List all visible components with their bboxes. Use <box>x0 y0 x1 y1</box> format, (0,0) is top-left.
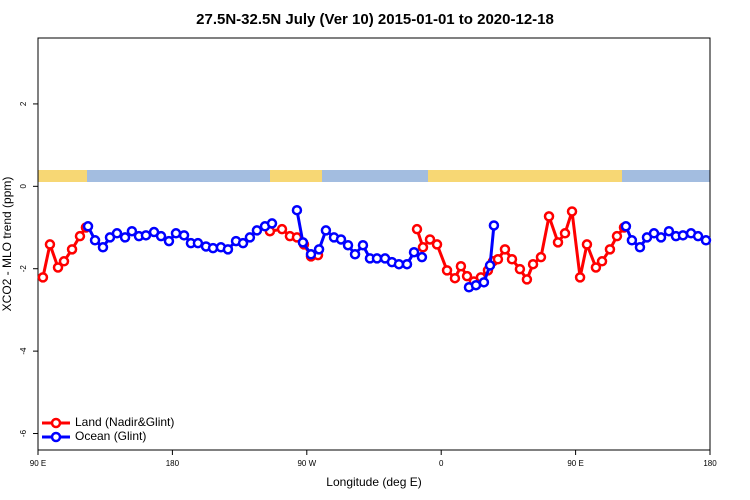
y-tick-label: 2 <box>19 101 28 106</box>
data-point <box>320 225 332 236</box>
data-point <box>58 256 70 267</box>
data-point <box>170 228 182 239</box>
legend-marker <box>50 417 62 429</box>
legend-label: Land (Nadir&Glint) <box>75 415 174 429</box>
data-point <box>297 237 309 248</box>
data-point <box>692 230 704 242</box>
plot-frame <box>37 37 711 451</box>
data-point <box>357 239 369 251</box>
land-strip <box>38 170 87 182</box>
data-point <box>620 221 632 232</box>
data-point <box>52 262 64 273</box>
data-point <box>596 256 608 267</box>
data-point <box>559 228 571 239</box>
data-point <box>663 225 675 237</box>
data-point <box>552 237 564 248</box>
data-point <box>449 272 461 284</box>
data-point <box>119 232 131 243</box>
x-tick-label: 90 E <box>567 459 583 468</box>
data-point <box>626 235 638 246</box>
data-point <box>401 258 413 270</box>
data-point <box>611 230 623 242</box>
data-point <box>655 232 667 243</box>
data-point <box>499 244 511 255</box>
data-point <box>506 253 518 265</box>
data-point <box>478 277 490 288</box>
chart-title: 27.5N-32.5N July (Ver 10) 2015-01-01 to … <box>196 11 554 28</box>
data-point <box>461 270 473 282</box>
data-point <box>66 244 78 255</box>
data-point <box>604 244 616 255</box>
x-tick-label: 180 <box>703 459 717 468</box>
data-point <box>111 228 123 239</box>
data-point <box>535 251 547 263</box>
data-point <box>44 239 56 250</box>
data-point <box>291 204 303 216</box>
data-point <box>488 220 500 231</box>
y-axis-label: XCO2 - MLO trend (ppm) <box>0 177 14 312</box>
data-point <box>305 249 317 260</box>
legend-marker <box>50 431 62 443</box>
data-point <box>335 234 347 245</box>
data-point <box>417 242 429 253</box>
data-point <box>192 237 204 249</box>
data-point <box>441 265 453 276</box>
data-point <box>492 253 504 265</box>
data-point <box>251 225 263 236</box>
data-point <box>155 230 167 242</box>
data-point <box>543 211 555 222</box>
land-strip <box>428 170 622 182</box>
data-point <box>140 230 152 241</box>
data-point <box>313 244 325 255</box>
data-point <box>222 244 234 255</box>
y-tick-label: 0 <box>19 184 28 189</box>
data-point <box>408 246 420 258</box>
data-point <box>416 251 428 263</box>
data-point <box>590 262 602 273</box>
data-point <box>89 235 101 246</box>
data-point <box>97 242 109 253</box>
y-tick-label: -6 <box>19 429 28 437</box>
x-tick-label: 0 <box>439 459 444 468</box>
data-point <box>700 235 712 246</box>
data-point <box>342 239 354 251</box>
data-point <box>527 258 539 270</box>
data-point <box>163 235 175 247</box>
x-tick-label: 90 W <box>297 459 316 468</box>
data-point <box>126 225 138 237</box>
y-tick-label: -4 <box>19 347 28 355</box>
x-axis-label: Longitude (deg E) <box>326 475 421 489</box>
data-point <box>521 274 533 285</box>
legend-label: Ocean (Glint) <box>75 429 146 443</box>
data-point <box>634 242 646 253</box>
data-point <box>37 272 49 283</box>
data-point <box>266 218 278 229</box>
y-tick-label: -2 <box>19 265 28 273</box>
data-point <box>393 258 405 270</box>
data-point <box>237 237 249 249</box>
data-point <box>677 230 689 241</box>
data-point <box>581 239 593 250</box>
data-point <box>276 223 288 235</box>
data-point <box>424 234 436 245</box>
data-point <box>74 230 86 242</box>
data-point <box>455 260 467 272</box>
data-point <box>484 260 496 271</box>
data-point <box>244 232 256 243</box>
data-point <box>178 230 190 241</box>
x-tick-label: 180 <box>166 459 180 468</box>
data-point <box>349 249 361 260</box>
data-point <box>371 253 383 264</box>
data-point <box>411 223 423 235</box>
data-point <box>514 263 526 275</box>
x-tick-label: 90 E <box>30 459 46 468</box>
data-point <box>566 206 578 217</box>
data-point <box>574 272 586 283</box>
data-point <box>82 221 94 232</box>
land-strip <box>270 170 322 182</box>
data-point <box>431 239 443 250</box>
land-ocean-strip <box>38 170 710 182</box>
